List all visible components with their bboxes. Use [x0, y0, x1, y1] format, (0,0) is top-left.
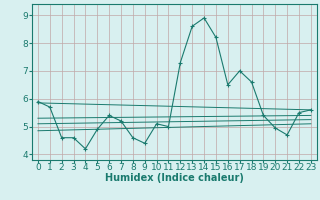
X-axis label: Humidex (Indice chaleur): Humidex (Indice chaleur)	[105, 173, 244, 183]
